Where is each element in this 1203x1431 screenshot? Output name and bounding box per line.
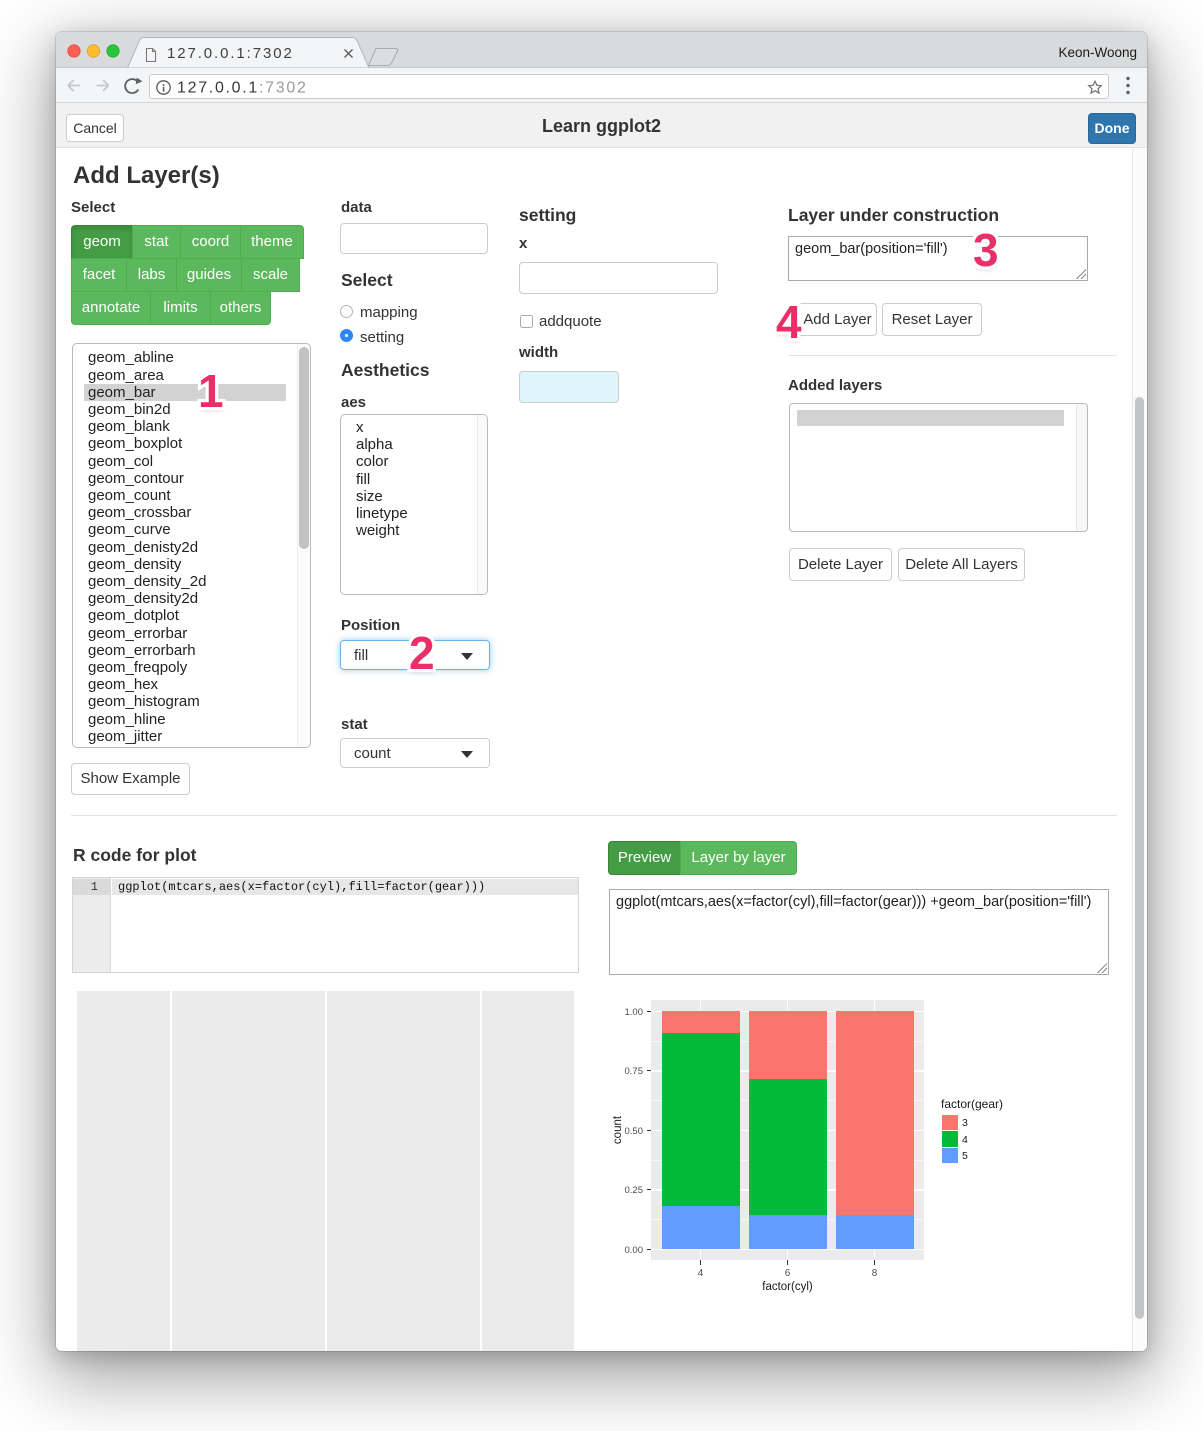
- svg-text:127.0.0.1:7302: 127.0.0.1:7302: [167, 45, 294, 62]
- svg-text:127.0.0.1:7302: 127.0.0.1:7302: [177, 79, 308, 96]
- svg-text:Keon-Woong: Keon-Woong: [1058, 45, 1137, 60]
